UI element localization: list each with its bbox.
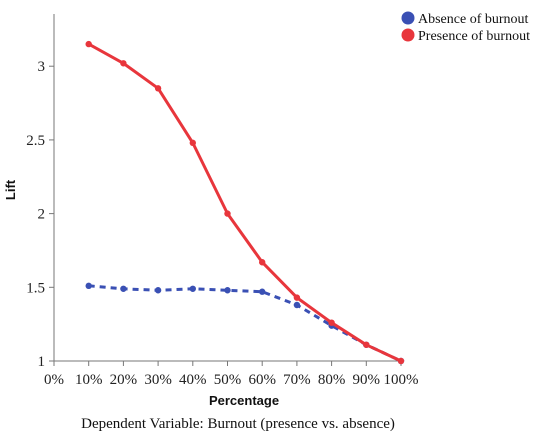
x-tick-label: 90%: [353, 372, 381, 388]
x-tick-label: 30%: [144, 372, 172, 388]
series-line-presence-of-burnout: [87, 42, 403, 363]
data-point: [120, 60, 127, 67]
data-point: [224, 287, 231, 294]
series-layer: [85, 40, 405, 365]
series-presence-of-burnout: [85, 40, 405, 365]
axes: [53, 14, 401, 362]
y-tick-label: 2.5: [26, 133, 45, 149]
data-point: [120, 285, 127, 292]
data-point: [189, 285, 196, 292]
series-absence-of-burnout: [85, 282, 405, 365]
data-point: [224, 210, 231, 217]
chart-caption: Dependent Variable: Burnout (presence vs…: [81, 416, 395, 432]
y-tick-label: 2: [38, 207, 46, 223]
x-tick-label: 20%: [110, 372, 138, 388]
legend-label: Presence of burnout: [418, 29, 530, 44]
x-tick-label: 80%: [318, 372, 346, 388]
x-tick-label: 10%: [75, 372, 103, 388]
data-point: [259, 288, 266, 295]
x-axis-ticks: 0% 10% 20% 30% 40% 50% 60% 70% 80% 90% 100%: [44, 361, 419, 388]
x-tick-label: 40%: [179, 372, 207, 388]
y-tick-label: 1.5: [26, 280, 45, 296]
data-point: [154, 287, 162, 294]
data-point: [189, 139, 196, 147]
x-tick-label: 70%: [283, 372, 311, 388]
data-point: [154, 85, 162, 92]
series-line-absence-of-burnout: [88, 284, 402, 363]
y-tick-label: 3: [38, 59, 46, 75]
data-point: [328, 319, 335, 326]
data-point: [293, 294, 301, 301]
data-point: [259, 259, 266, 266]
y-axis-title: Lift: [3, 179, 18, 200]
y-axis-ticks: 1 1.5 2 2.5 3: [26, 59, 54, 370]
legend-label: Absence of burnout: [418, 12, 529, 27]
data-point: [85, 40, 92, 48]
data-point: [363, 341, 370, 348]
data-point: [293, 301, 301, 309]
data-point: [85, 282, 92, 290]
x-tick-label: 50%: [214, 372, 242, 388]
x-tick-label: 60%: [248, 372, 276, 388]
y-tick-label: 1: [38, 354, 46, 370]
data-point: [397, 357, 405, 365]
legend-marker: [401, 28, 415, 42]
x-axis-title: Percentage: [209, 393, 279, 408]
x-tick-label: 0%: [44, 372, 64, 388]
x-tick-label: 100%: [384, 372, 419, 388]
legend-marker: [401, 11, 415, 25]
legend: Absence of burnout Presence of burnout: [401, 11, 530, 44]
